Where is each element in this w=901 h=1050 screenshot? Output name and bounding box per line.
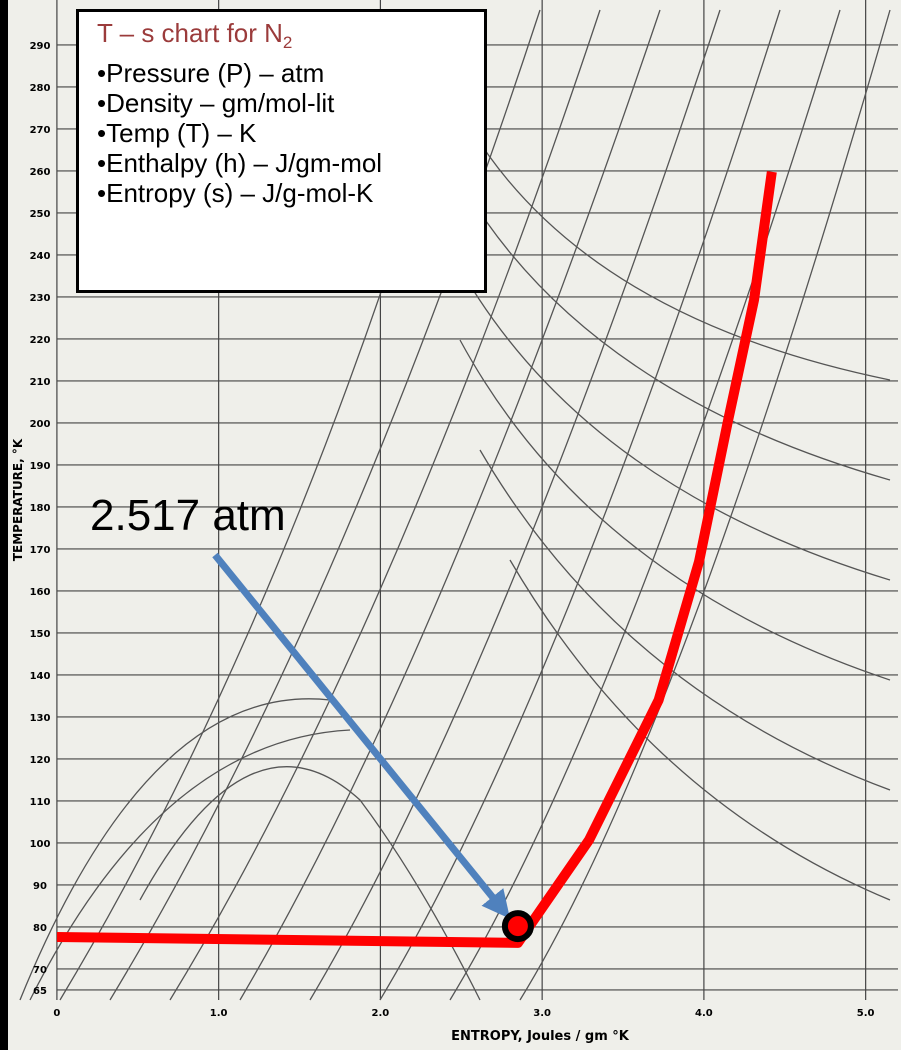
page: {"chart_data": { "type": "line", "x_labe… <box>0 0 901 1050</box>
annotation: 2.517 atm <box>90 491 286 540</box>
info-item: •Entropy (s) – J/g-mol-K <box>97 178 484 208</box>
y-tick-label: 290 <box>30 41 51 52</box>
x-axis-label: ENTROPY, Joules / gm °K <box>451 1029 630 1044</box>
frame-edge <box>0 0 8 1050</box>
y-tick-label: 80 <box>33 923 47 934</box>
y-tick-label: 130 <box>30 713 51 724</box>
x-tick-label: 3.0 <box>533 1008 551 1019</box>
info-items: •Pressure (P) – atm•Density – gm/mol-lit… <box>97 58 484 208</box>
y-tick-label: 140 <box>30 671 51 682</box>
x-tick-label: 4.0 <box>695 1008 713 1019</box>
y-tick-label: 220 <box>30 335 51 346</box>
info-item: •Temp (T) – K <box>97 118 484 148</box>
y-tick-label: 250 <box>30 209 51 220</box>
x-tick-label: 5.0 <box>857 1008 875 1019</box>
y-tick-label: 65 <box>33 986 47 997</box>
info-item: •Density – gm/mol-lit <box>97 88 484 118</box>
y-tick-label: 120 <box>30 755 51 766</box>
y-tick-label: 110 <box>30 797 51 808</box>
info-item: •Enthalpy (h) – J/gm-mol <box>97 148 484 178</box>
y-tick-label: 240 <box>30 251 51 262</box>
y-tick-label: 180 <box>30 503 51 514</box>
x-tick-label: 0 <box>53 1008 60 1019</box>
x-tick-label: 1.0 <box>210 1008 228 1019</box>
y-tick-label: 280 <box>30 83 51 94</box>
info-title-text: T – s chart for N <box>97 18 283 48</box>
y-tick-label: 190 <box>30 461 51 472</box>
y-tick-label: 160 <box>30 587 51 598</box>
y-tick-label: 70 <box>33 965 47 976</box>
y-tick-label: 210 <box>30 377 51 388</box>
y-axis-label: TEMPERATURE, °K <box>11 438 25 561</box>
y-tick-label: 270 <box>30 125 51 136</box>
info-box: T – s chart for N2 •Pressure (P) – atm•D… <box>76 9 487 293</box>
y-tick-label: 260 <box>30 167 51 178</box>
info-title: T – s chart for N2 <box>97 18 484 58</box>
y-tick-label: 200 <box>30 419 51 430</box>
y-tick-label: 170 <box>30 545 51 556</box>
state-point <box>505 913 531 939</box>
y-tick-label: 230 <box>30 293 51 304</box>
y-tick-label: 90 <box>33 881 47 892</box>
info-title-subscript: 2 <box>283 33 292 52</box>
y-tick-label: 150 <box>30 629 51 640</box>
y-tick-label: 100 <box>30 839 51 850</box>
info-item: •Pressure (P) – atm <box>97 58 484 88</box>
x-tick-label: 2.0 <box>372 1008 390 1019</box>
